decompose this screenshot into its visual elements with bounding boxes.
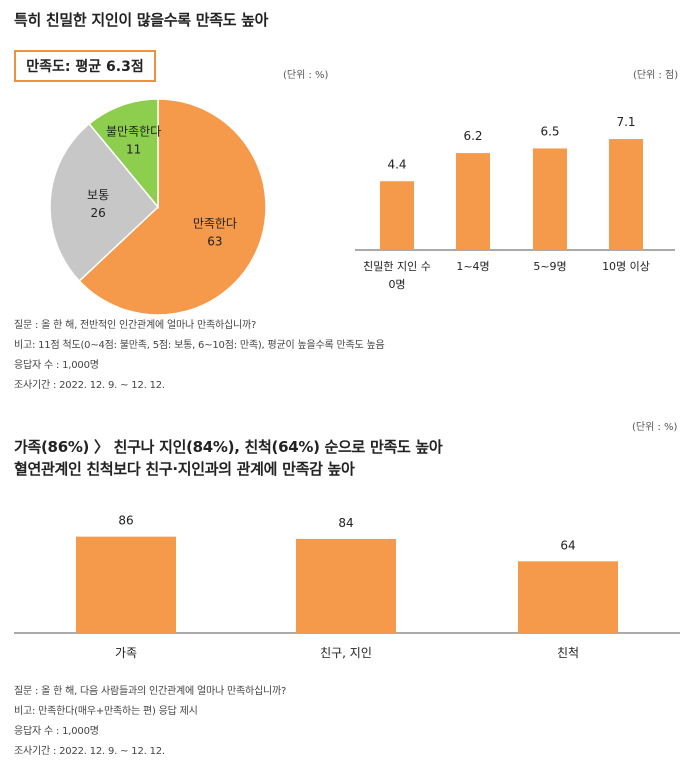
bar1-bar-1	[380, 181, 414, 250]
note-question: 질문 : 올 한 해, 전반적인 인간관계에 얼마나 만족하십니까?	[14, 320, 257, 331]
bar1-bar-2	[456, 153, 490, 250]
bar1-bar-3	[533, 148, 567, 250]
bar1-bar-4	[609, 139, 643, 250]
bar2-bar-3	[518, 561, 618, 633]
note-period: 조사기간 : 2022. 12. 9. ~ 12. 12.	[14, 746, 165, 757]
bar1-category-label: 5~9명	[533, 260, 566, 273]
bottom-title-line2: 혈연관계인 친척보다 친구·지인과의 관계에 만족감 높아	[14, 460, 355, 478]
bar1-value-label: 6.5	[540, 124, 559, 138]
bar1-value-label: 6.2	[463, 129, 482, 143]
note-question: 질문 : 올 한 해, 다음 사람들과의 인간관계에 얼마나 만족하십니까?	[14, 686, 287, 697]
pie-slice-2	[49, 122, 160, 282]
bar1-unit-label: (단위 : 점)	[633, 70, 679, 81]
friends-count-bar-chart: 4.4 친밀한 지인 수 0명 6.2 1~4명 6.5 5~9명 7.1 10명 이상	[355, 115, 675, 291]
bar2-category-label: 가족	[115, 646, 137, 660]
notes-section-1: 질문 : 올 한 해, 전반적인 인간관계에 얼마나 만족하십니까? 비고: 1…	[14, 318, 385, 393]
relationship-satisfaction-bar-chart: 86 가족 84 친구, 지인 64 친척	[14, 514, 680, 660]
notes-section-2: 질문 : 올 한 해, 다음 사람들과의 인간관계에 얼마나 만족하십니까? 비…	[14, 684, 286, 759]
pie-slice-label: 불만족한다	[106, 124, 161, 138]
pie-slice-1	[78, 98, 267, 315]
bar1-category-label: 친밀한 지인 수	[363, 260, 431, 273]
bar2-category-label: 친구, 지인	[320, 646, 372, 660]
top-title: 특히 친밀한 지인이 많을수록 만족도 높아	[14, 11, 269, 29]
note-respondents: 응답자 수 : 1,000명	[14, 726, 99, 737]
pie-slice-value: 11	[126, 142, 141, 156]
note-remark: 비고: 만족한다(매우+만족하는 편) 응답 제시	[14, 706, 198, 717]
bar2-bar-1	[76, 536, 176, 633]
bar1-category-label: 1~4명	[456, 260, 489, 273]
bar2-category-label: 친척	[557, 646, 579, 660]
average-satisfaction-badge: 만족도: 평균 6.3점	[14, 50, 156, 82]
bottom-title-line1: 가족(86%) 〉 친구나 지인(84%), 친척(64%) 순으로 만족도 높…	[14, 438, 443, 456]
bar2-value-label: 84	[338, 516, 353, 530]
bar2-value-label: 86	[118, 514, 133, 528]
bar1-value-label: 7.1	[616, 115, 635, 129]
note-respondents: 응답자 수 : 1,000명	[14, 360, 99, 371]
note-remark: 비고: 11점 척도(0~4점: 불만족, 5점: 보통, 6~10점: 만족)…	[14, 340, 385, 351]
pie-slice-label: 보통	[87, 188, 109, 202]
pie-slice-label: 만족한다	[193, 217, 237, 231]
pie-slice-value: 26	[90, 206, 105, 220]
pie-slice-value: 63	[207, 235, 222, 249]
bar1-value-label: 4.4	[387, 157, 406, 171]
satisfaction-pie-chart: 만족한다 63 보통 26 불만족한다 11	[49, 98, 267, 315]
bar1-category-label: 0명	[388, 278, 405, 291]
bar1-category-label: 10명 이상	[602, 260, 650, 273]
pie-unit-label: (단위 : %)	[283, 70, 329, 81]
pie-slice-3	[88, 98, 159, 210]
note-period: 조사기간 : 2022. 12. 9. ~ 12. 12.	[14, 380, 165, 391]
bar2-unit-label: (단위 : %)	[632, 422, 678, 433]
bar2-value-label: 64	[560, 538, 575, 552]
bar2-bar-2	[296, 538, 396, 633]
